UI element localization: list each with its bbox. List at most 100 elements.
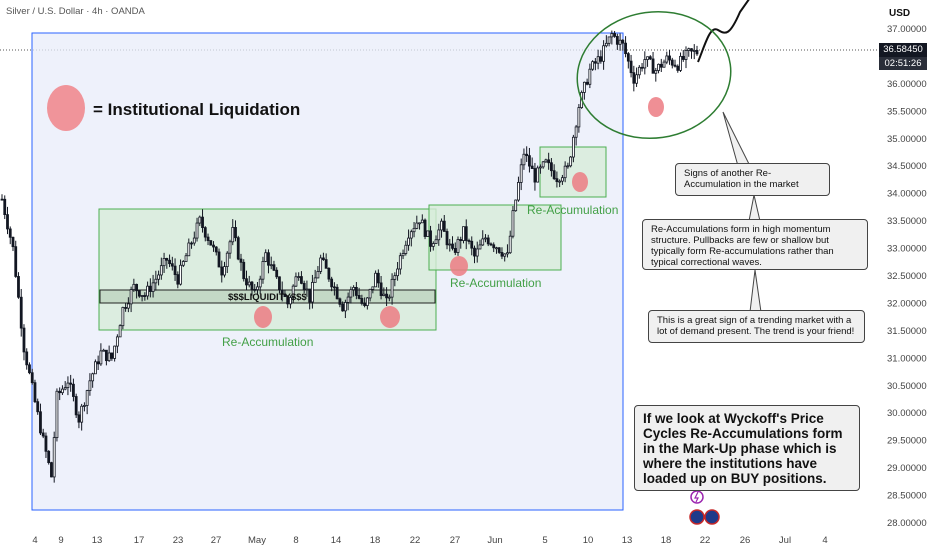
time-tick-label: 10 bbox=[583, 535, 594, 546]
candle-body bbox=[137, 290, 141, 297]
time-tick-label: 18 bbox=[370, 535, 381, 546]
candle-body bbox=[500, 252, 504, 257]
candle-body bbox=[470, 240, 474, 249]
candle-body bbox=[588, 68, 592, 85]
candle-body bbox=[311, 281, 314, 303]
candle-body bbox=[162, 258, 166, 267]
candle-body bbox=[577, 107, 581, 128]
currency-label[interactable]: USD bbox=[889, 8, 911, 19]
candle-body bbox=[360, 298, 364, 304]
liquidation-marker bbox=[572, 172, 588, 192]
candle-body bbox=[426, 230, 430, 237]
candle-body bbox=[245, 278, 248, 286]
candle-body bbox=[346, 296, 350, 303]
time-tick-label: 13 bbox=[92, 535, 103, 546]
candle-body bbox=[690, 48, 693, 52]
candle-body bbox=[332, 286, 336, 289]
candle-body bbox=[519, 164, 523, 183]
candle-body bbox=[113, 345, 117, 359]
candle-body bbox=[459, 239, 463, 242]
candle-body bbox=[39, 411, 42, 434]
candle-body bbox=[236, 237, 240, 260]
callout-pointer bbox=[748, 194, 761, 222]
candle-body bbox=[132, 283, 136, 290]
candle-body bbox=[110, 352, 114, 359]
candlestick-series bbox=[0, 30, 699, 483]
candle-body bbox=[668, 55, 671, 61]
price-axis[interactable]: 37.0000036.5000036.0000035.5000035.00000… bbox=[887, 24, 927, 529]
candle-body bbox=[343, 302, 347, 312]
candle-body bbox=[508, 235, 512, 254]
candle-body bbox=[8, 228, 12, 238]
candle-body bbox=[154, 278, 158, 284]
candle-body bbox=[530, 165, 534, 169]
candle-body bbox=[28, 364, 31, 374]
candle-body bbox=[613, 33, 616, 37]
countdown-tag: 02:51:26 bbox=[879, 57, 927, 70]
projection-curve bbox=[697, 0, 750, 63]
time-axis[interactable]: 4 9 13 17 23 27 May 8 14 18 22 27 Jun 5 10 13 18 22 26 Jul 4 bbox=[32, 535, 827, 546]
price-tick-label: 37.00000 bbox=[887, 24, 927, 35]
candle-body bbox=[431, 243, 435, 247]
time-tick-label: 18 bbox=[661, 535, 672, 546]
candle-body bbox=[126, 303, 130, 309]
current-price-tag: 36.58450 bbox=[879, 43, 927, 57]
us-flag-icon[interactable] bbox=[689, 509, 705, 525]
lightning-event-icon[interactable] bbox=[690, 490, 704, 504]
time-tick-label: 22 bbox=[410, 535, 421, 546]
candle-body bbox=[217, 251, 221, 268]
candle-body bbox=[168, 259, 171, 265]
candle-body bbox=[201, 216, 204, 229]
candle-body bbox=[69, 382, 73, 385]
candle-body bbox=[74, 396, 78, 416]
candle-body bbox=[72, 383, 75, 397]
candle-body bbox=[0, 198, 4, 201]
candle-body bbox=[44, 435, 48, 452]
candle-body bbox=[618, 39, 622, 45]
candle-body bbox=[486, 237, 490, 245]
candle-body bbox=[442, 220, 446, 232]
candle-body bbox=[607, 36, 611, 44]
candle-body bbox=[368, 288, 372, 299]
candle-body bbox=[640, 66, 644, 69]
candle-body bbox=[393, 275, 397, 280]
callout-signs: Signs of another Re-Accumulation in the … bbox=[675, 163, 830, 196]
candle-body bbox=[681, 55, 685, 60]
candle-body bbox=[514, 199, 518, 212]
event-icons[interactable] bbox=[689, 490, 720, 525]
liquidity-label: $$$LIQUIDITY$$$ bbox=[228, 292, 307, 303]
price-tick-label: 29.00000 bbox=[887, 463, 927, 474]
us-flag-icon[interactable] bbox=[704, 509, 720, 525]
price-tick-label: 28.50000 bbox=[887, 491, 927, 502]
candle-body bbox=[679, 55, 682, 71]
time-tick-label: 22 bbox=[700, 535, 711, 546]
candle-body bbox=[77, 414, 81, 423]
time-tick-label: 8 bbox=[293, 535, 298, 546]
candle-body bbox=[555, 178, 559, 183]
candle-body bbox=[80, 405, 84, 423]
candle-body bbox=[272, 264, 276, 271]
callout-pointer bbox=[722, 111, 751, 167]
candle-body bbox=[550, 162, 553, 172]
candle-body bbox=[354, 287, 358, 296]
candle-body bbox=[585, 81, 589, 85]
candle-body bbox=[115, 336, 119, 347]
time-tick-label: 17 bbox=[134, 535, 145, 546]
price-tick-label: 32.50000 bbox=[887, 271, 927, 282]
candle-body bbox=[481, 238, 485, 246]
candle-body bbox=[371, 286, 375, 290]
candle-body bbox=[223, 266, 226, 276]
candle-body bbox=[206, 236, 210, 241]
candle-body bbox=[6, 214, 9, 230]
candle-body bbox=[632, 72, 636, 84]
candle-body bbox=[58, 390, 62, 394]
candle-body bbox=[563, 165, 567, 179]
candle-body bbox=[440, 220, 443, 231]
price-tick-label: 33.50000 bbox=[887, 216, 927, 227]
candle-body bbox=[376, 272, 380, 284]
candle-body bbox=[673, 64, 677, 67]
candle-body bbox=[159, 265, 163, 276]
candle-body bbox=[83, 405, 86, 407]
candle-body bbox=[146, 285, 149, 297]
